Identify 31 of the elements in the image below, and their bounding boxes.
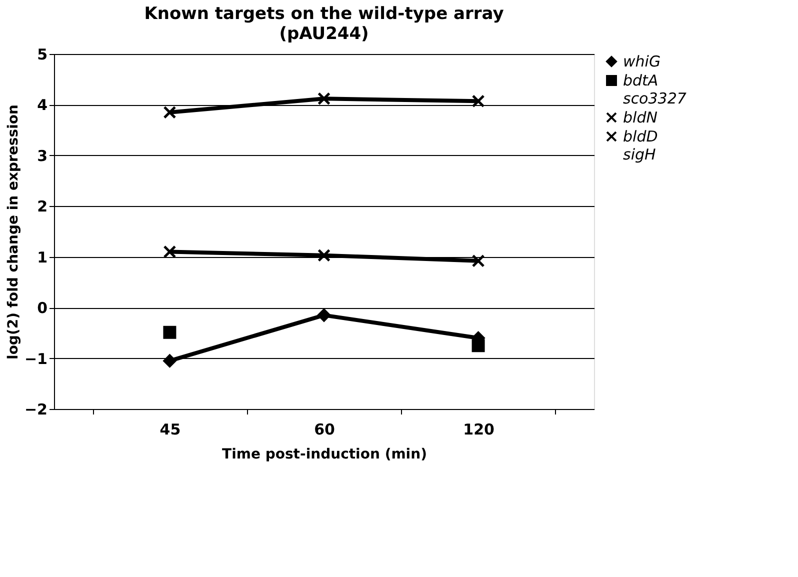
y-tick-label: −1: [24, 350, 48, 368]
point: [472, 94, 485, 108]
x-tick-label: 60: [314, 420, 335, 438]
x-axis-title: Time post-induction (min): [222, 446, 427, 462]
y-axis-title: log(2) fold change in expression: [5, 104, 22, 360]
y-tick-label: 5: [37, 46, 48, 64]
text: sco3327: [623, 90, 687, 108]
point: [472, 339, 485, 352]
point: [163, 354, 176, 368]
x-tick-label: 45: [160, 420, 181, 438]
y-tick-label: 1: [37, 248, 48, 266]
text: sigH: [623, 146, 656, 164]
y-tick-label: 3: [37, 146, 48, 165]
point: [163, 326, 176, 339]
legend-label: bldD: [623, 128, 658, 146]
legend-label: whiG: [623, 52, 661, 70]
y-tick-label: 4: [37, 96, 48, 114]
point: [472, 254, 485, 268]
point: [163, 245, 176, 258]
y-tick-label: 0: [37, 299, 48, 318]
chart-title: Known targets on the wild-type array: [144, 4, 504, 24]
point: [318, 308, 330, 322]
point: [163, 106, 176, 119]
legend-label: bldN: [623, 108, 658, 126]
y-tick-label: 2: [37, 198, 48, 216]
legend-label: bdtA: [623, 72, 658, 90]
point: [318, 92, 330, 106]
y-tick-label: −2: [24, 400, 48, 418]
point: [318, 248, 330, 262]
chart-subtitle: (pAU244): [279, 24, 369, 44]
x-tick-label: 120: [463, 420, 494, 438]
